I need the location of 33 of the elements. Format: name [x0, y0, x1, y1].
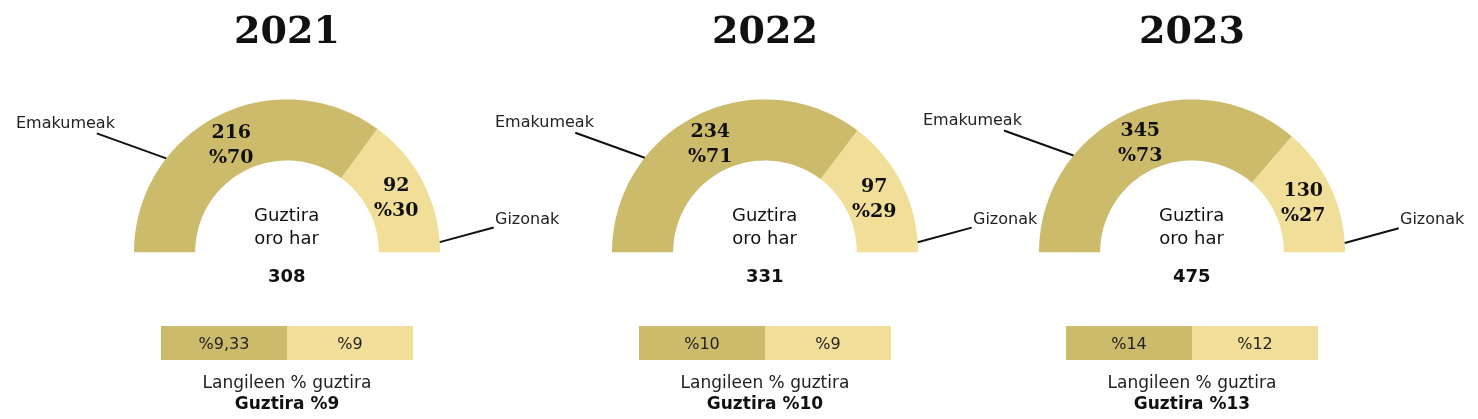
text: Langileen % guztira — [680, 372, 850, 393]
text: Langileen % guztira — [1107, 372, 1277, 393]
slice-label: Emakumeak — [495, 112, 595, 131]
data-label: %10 — [639, 326, 765, 360]
text: Langileen % guztira — [202, 372, 372, 393]
chart-title: 2022 — [712, 7, 818, 53]
data-label: 216 %70 — [209, 120, 254, 167]
text: Guztira oro har — [732, 204, 798, 249]
data-label: %9 — [287, 326, 413, 360]
data-label: 345 %73 — [1118, 118, 1163, 165]
data-label: %9,33 — [161, 326, 287, 360]
data-label: 130 %27 — [1281, 178, 1326, 225]
text: Guztira oro har — [254, 204, 320, 249]
text: 308 — [268, 265, 306, 286]
slice-label: Emakumeak — [16, 113, 116, 132]
data-label: 97 %29 — [852, 174, 897, 221]
chart-title: 2021 — [234, 7, 340, 53]
text: 331 — [746, 265, 784, 286]
text: Guztira %9 — [234, 393, 340, 414]
text: 475 — [1173, 265, 1211, 286]
text: Guztira %10 — [706, 393, 824, 414]
text: Guztira oro har — [1159, 204, 1225, 249]
chart-title: 2023 — [1139, 7, 1245, 53]
slice-label: Gizonak — [973, 209, 1038, 228]
text: Guztira %13 — [1133, 393, 1251, 414]
data-label: 234 %71 — [688, 119, 733, 166]
data-label: %12 — [1192, 326, 1318, 360]
slice-label: Emakumeak — [923, 110, 1023, 129]
slice-label: Gizonak — [1400, 209, 1465, 228]
data-label: 92 %30 — [374, 173, 419, 220]
slice-label: Gizonak — [495, 209, 560, 228]
data-label: %9 — [765, 326, 891, 360]
data-label: %14 — [1066, 326, 1192, 360]
